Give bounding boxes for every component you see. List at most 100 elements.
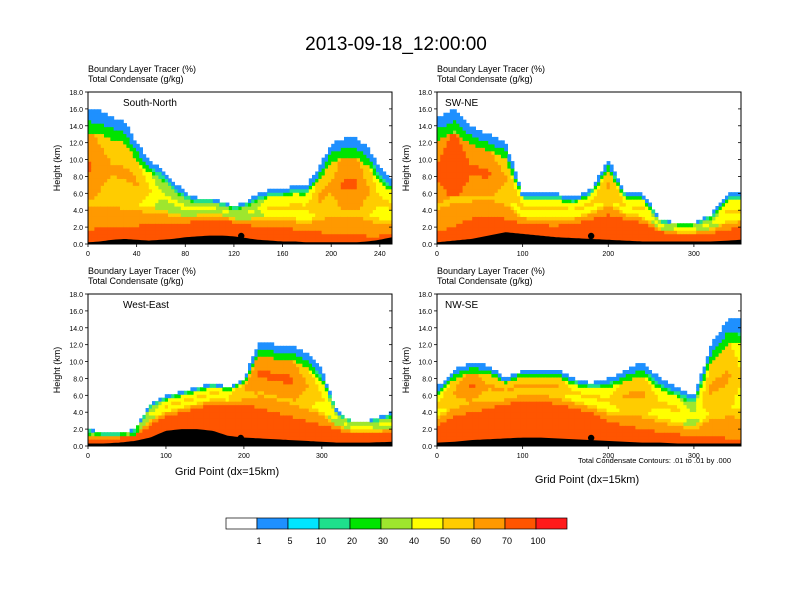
panel-string-condensate: Total Condensate (g/kg): [88, 74, 184, 84]
colorbar-label: 10: [316, 536, 326, 546]
x-tick-label: 80: [181, 251, 189, 258]
y-tick-label: 12.0: [418, 141, 432, 148]
x-tick-label: 0: [435, 251, 439, 258]
y-tick-label: 14.0: [69, 326, 83, 333]
y-tick-label: 16.0: [69, 309, 83, 316]
colorbar-swatch: [442, 517, 475, 530]
x-tick-label: 100: [517, 453, 529, 460]
tracer-field: [88, 342, 392, 446]
colorbar-swatch: [535, 517, 568, 530]
y-tick-label: 16.0: [418, 309, 432, 316]
x-axis-label-left: Grid Point (dx=15km): [175, 466, 279, 478]
y-tick-label: 14.0: [418, 124, 432, 131]
x-tick-label: 200: [602, 251, 614, 258]
colorbar-swatch: [504, 517, 537, 530]
y-tick-label: 4.0: [73, 410, 83, 417]
y-tick-label: 12.0: [418, 343, 432, 350]
y-tick-label: 0.0: [422, 242, 432, 249]
colorbar-swatch: [318, 517, 351, 530]
panel-top-right: Boundary Layer Tracer (%)Total Condensat…: [401, 64, 742, 258]
terrain: [437, 437, 741, 446]
location-marker: [587, 434, 595, 442]
panel-string-tracer: Boundary Layer Tracer (%): [437, 64, 545, 74]
panel-label: NW-SE: [445, 300, 478, 311]
x-tick-label: 200: [325, 251, 337, 258]
panels: Boundary Layer Tracer (%)Total Condensat…: [52, 64, 742, 460]
x-axis-label-right: Grid Point (dx=15km): [535, 474, 639, 486]
y-tick-label: 18.0: [69, 90, 83, 97]
x-tick-label: 0: [435, 453, 439, 460]
colorbar-label: 50: [440, 536, 450, 546]
x-tick-label: 0: [86, 453, 90, 460]
y-tick-label: 8.0: [73, 174, 83, 181]
x-tick-label: 160: [277, 251, 289, 258]
panel-label: West-East: [123, 300, 169, 311]
y-tick-label: 14.0: [418, 326, 432, 333]
y-tick-label: 8.0: [73, 376, 83, 383]
colorbar-label: 5: [287, 536, 292, 546]
x-tick-label: 100: [517, 251, 529, 258]
colorbar-swatch: [225, 517, 258, 530]
y-tick-label: 6.0: [73, 393, 83, 400]
y-tick-label: 10.0: [69, 158, 83, 165]
panel-label: South-North: [123, 98, 177, 109]
x-tick-label: 240: [374, 251, 386, 258]
y-tick-label: 18.0: [69, 292, 83, 299]
colorbar-swatch: [349, 517, 382, 530]
location-marker: [237, 434, 244, 442]
y-tick-label: 8.0: [422, 174, 432, 181]
panel-string-condensate: Total Condensate (g/kg): [88, 276, 184, 286]
panel-bottom-right: Boundary Layer Tracer (%)Total Condensat…: [401, 266, 742, 460]
colorbar-swatch: [287, 517, 320, 530]
colorbar-label: 30: [378, 536, 388, 546]
tracer-field: [88, 109, 392, 244]
colorbar-swatch: [411, 517, 444, 530]
terrain: [437, 232, 741, 244]
panel-string-tracer: Boundary Layer Tracer (%): [88, 266, 196, 276]
plot-frame: [436, 91, 742, 245]
x-tick-label: 40: [133, 251, 141, 258]
y-tick-label: 2.0: [422, 225, 432, 232]
colorbar-swatch: [473, 517, 506, 530]
colorbar-swatch: [380, 517, 413, 530]
y-axis-label: Height (km): [52, 347, 62, 394]
terrain: [88, 235, 392, 244]
colorbar: 1 5 10 20 30 40 50 60 70 100: [225, 517, 568, 546]
panel-top-left: Boundary Layer Tracer (%)Total Condensat…: [52, 64, 393, 258]
y-tick-label: 6.0: [422, 191, 432, 198]
y-tick-label: 6.0: [73, 191, 83, 198]
panel-string-tracer: Boundary Layer Tracer (%): [437, 266, 545, 276]
y-tick-label: 4.0: [422, 208, 432, 215]
panel-string-tracer: Boundary Layer Tracer (%): [88, 64, 196, 74]
y-tick-label: 10.0: [418, 360, 432, 367]
y-tick-label: 18.0: [418, 90, 432, 97]
figure-title: 2013-09-18_12:00:00: [305, 34, 487, 55]
panel-string-condensate: Total Condensate (g/kg): [437, 74, 533, 84]
x-tick-label: 300: [688, 251, 700, 258]
y-tick-label: 16.0: [418, 107, 432, 114]
x-tick-label: 200: [602, 453, 614, 460]
y-tick-label: 6.0: [422, 393, 432, 400]
colorbar-label: 60: [471, 536, 481, 546]
location-marker: [587, 232, 595, 240]
x-tick-label: 200: [238, 453, 250, 460]
y-axis-label: Height (km): [52, 145, 62, 192]
y-tick-label: 18.0: [418, 292, 432, 299]
contour-note: Total Condensate Contours: .01 to .01 by…: [578, 456, 731, 465]
y-tick-label: 8.0: [422, 376, 432, 383]
panel-string-condensate: Total Condensate (g/kg): [437, 276, 533, 286]
colorbar-label: 100: [530, 536, 545, 546]
x-tick-label: 100: [160, 453, 172, 460]
y-tick-label: 4.0: [73, 208, 83, 215]
x-tick-label: 120: [228, 251, 240, 258]
location-marker: [238, 232, 245, 240]
y-tick-label: 0.0: [73, 444, 83, 451]
tracer-field: [437, 318, 741, 446]
colorbar-label: 70: [502, 536, 512, 546]
y-tick-label: 0.0: [73, 242, 83, 249]
y-tick-label: 2.0: [422, 427, 432, 434]
colorbar-label: 1: [256, 536, 261, 546]
y-tick-label: 10.0: [69, 360, 83, 367]
y-tick-label: 10.0: [418, 158, 432, 165]
